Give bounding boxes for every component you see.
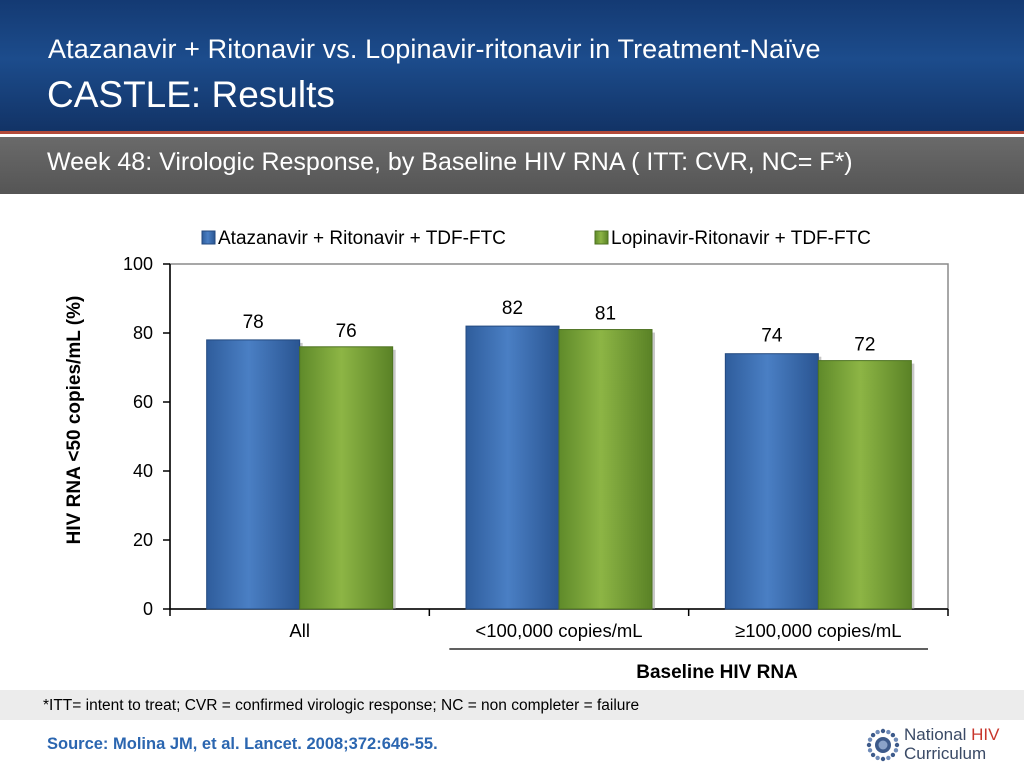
subheader-bar [0,137,1024,194]
bar-atazanavir [724,353,819,610]
title-line-1: Atazanavir + Ritonavir vs. Lopinavir-rit… [48,34,821,64]
logo-ray-dot [880,756,886,762]
x-axis-label: Baseline HIV RNA [636,662,798,683]
logo-ray-dot [875,755,880,761]
legend-label: Lopinavir-Ritonavir + TDF-FTC [611,228,871,249]
data-label: 78 [243,312,264,333]
y-axis-label: HIV RNA <50 copies/mL (%) [64,296,85,545]
legend-swatch [201,230,216,245]
x-tick-label: ≥100,000 copies/mL [735,620,901,641]
footnote-bar [0,690,1024,720]
logo-ray-dot [870,752,876,758]
x-axis: All <100,000 copies/mL ≥100,000 copies/mL [169,608,949,650]
legend-swatch [594,230,609,245]
footnote-text: *ITT= intent to treat; CVR = confirmed v… [43,697,640,714]
logo-ray-dot [894,742,900,748]
bar-lopinavir [299,346,394,610]
logo-ray-dot [867,748,873,753]
y-tick-label: 0 [143,599,153,619]
data-label: 81 [595,304,616,325]
logo-ray-dot [886,755,891,761]
logo-ray-dot [870,732,876,738]
data-label: 72 [854,335,875,356]
data-labels-group: 78 82 74 76 81 72 [243,298,876,356]
starburst-logo-icon [866,728,900,762]
title-line-2: CASTLE: Results [47,74,335,115]
logo-ray-dot [893,737,899,742]
national-hiv-curriculum-logo: National HIV Curriculum [862,722,1022,768]
bars-group [206,325,915,610]
data-label: 82 [502,298,523,319]
data-label: 76 [336,321,357,342]
logo-word-hiv: HIV [971,725,1000,744]
logo-ray-dot [890,732,896,738]
bar-lopinavir [817,360,912,610]
logo-ray-dot [893,748,899,753]
bar-atazanavir [465,325,560,610]
logo-text-line-1: National HIV [904,725,999,745]
logo-ray-dot [867,737,873,742]
y-tick-label: 60 [133,392,153,412]
bar-chart: Atazanavir + Ritonavir + TDF-FTC Lopinavi… [64,228,949,683]
header-banner: Atazanavir + Ritonavir vs. Lopinavir-rit… [0,0,1024,134]
x-tick-label: <100,000 copies/mL [475,620,642,641]
logo-ray-dot [866,742,872,748]
y-tick-label: 40 [133,461,153,481]
subheader-text: Week 48: Virologic Response, by Baseline… [47,148,853,176]
y-tick-label: 20 [133,530,153,550]
bar-atazanavir [206,339,301,610]
chart-legend: Atazanavir + Ritonavir + TDF-FTC Lopinavi… [201,228,871,249]
logo-word-curriculum: Curriculum [904,744,987,763]
logo-word-national: National [904,725,967,744]
logo-ray-dot [890,752,896,758]
data-label: 74 [761,326,783,347]
x-tick-label: All [289,620,310,641]
logo-ray-dot [880,728,886,734]
source-citation: Source: Molina JM, et al. Lancet. 2008;3… [47,735,438,753]
y-tick-label: 100 [123,254,153,274]
y-tick-label: 80 [133,323,153,343]
logo-ray-dot [886,729,891,735]
y-axis: 0 20 40 60 80 100 [123,254,171,619]
legend-label: Atazanavir + Ritonavir + TDF-FTC [218,228,506,249]
logo-ray-dot [875,729,880,735]
bar-lopinavir [558,329,653,610]
